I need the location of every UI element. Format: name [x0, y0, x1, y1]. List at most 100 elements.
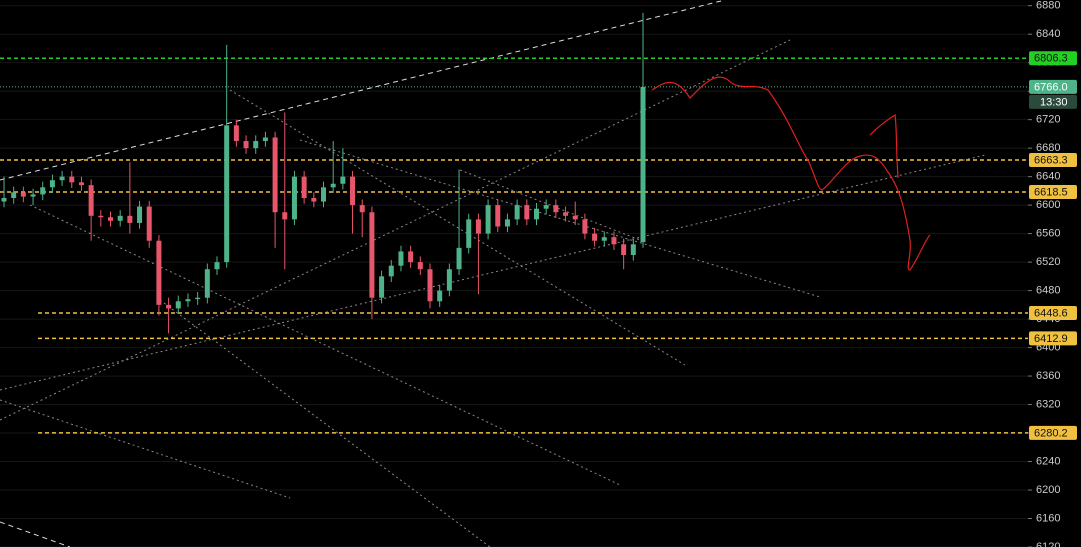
- candle-body: [224, 125, 230, 263]
- candle-body: [243, 141, 249, 149]
- price-level-label-box: [1029, 51, 1077, 66]
- candle-body: [233, 125, 239, 142]
- y-tick-label: 6360: [1036, 370, 1060, 382]
- candle-body: [621, 244, 627, 255]
- y-tick-label: 6560: [1036, 228, 1060, 240]
- countdown-box: [1029, 94, 1077, 109]
- candle-body: [640, 86, 646, 243]
- candle-body: [630, 244, 636, 255]
- y-tick-label: 6320: [1036, 398, 1060, 410]
- price-level-label: 6766.0: [1034, 81, 1068, 93]
- candle-body: [137, 206, 143, 223]
- candle-body: [98, 215, 104, 218]
- candle-body: [253, 141, 259, 149]
- candle-body: [69, 176, 75, 183]
- candle-body: [553, 205, 559, 213]
- candle-body: [592, 233, 598, 241]
- trend-line: [0, 521, 71, 547]
- candle-body: [214, 262, 220, 270]
- candle-body: [291, 176, 297, 220]
- candle-body: [466, 219, 472, 248]
- candle-body: [88, 185, 94, 216]
- candle-body: [495, 205, 501, 227]
- candle-body: [156, 240, 162, 305]
- price-level-label: 6412.9: [1034, 333, 1068, 345]
- trend-line: [29, 204, 621, 486]
- price-level-label-box: [1029, 331, 1077, 346]
- candle-body: [582, 219, 588, 234]
- candle-body: [601, 237, 607, 241]
- price-level-label: 6663.3: [1034, 154, 1068, 166]
- candle-body: [185, 299, 191, 302]
- y-tick-label: 6680: [1036, 142, 1060, 154]
- y-tick-label: 6480: [1036, 285, 1060, 297]
- candle-body: [127, 215, 133, 223]
- y-tick-label: 6160: [1036, 512, 1060, 524]
- candle-body: [49, 180, 55, 188]
- candle-body: [572, 215, 578, 220]
- price-level-label-box: [1029, 79, 1077, 94]
- candle-body: [166, 304, 172, 309]
- candle-body: [330, 183, 336, 188]
- candle-body: [311, 198, 317, 202]
- trend-line: [229, 89, 686, 366]
- candle-body: [369, 212, 375, 298]
- y-tick-label: 6720: [1036, 114, 1060, 126]
- candle-body: [321, 187, 326, 202]
- candle-body: [485, 205, 491, 234]
- y-tick-label: 6880: [1036, 0, 1060, 12]
- candle-body: [563, 212, 569, 216]
- candle-body: [611, 237, 617, 245]
- candle-body: [11, 192, 17, 199]
- y-tick-label: 6120: [1036, 541, 1060, 547]
- candle-body: [350, 176, 356, 206]
- candle-body: [427, 269, 433, 302]
- candle-body: [30, 194, 36, 197]
- candle-body: [359, 205, 365, 213]
- candle-body: [59, 176, 65, 181]
- y-tick-label: 6840: [1036, 28, 1060, 40]
- candle-body: [398, 251, 404, 266]
- candle-body: [108, 217, 113, 221]
- candle-body: [175, 301, 181, 309]
- candle-body: [475, 219, 481, 234]
- candle-body: [20, 192, 26, 197]
- candle-body: [437, 290, 443, 302]
- trend-line: [459, 169, 641, 241]
- y-tick-label: 6200: [1036, 484, 1060, 496]
- candle-body: [534, 208, 539, 220]
- price-level-label-box: [1029, 425, 1077, 440]
- price-level-label: 6280.2: [1034, 427, 1068, 439]
- countdown: 13:30: [1040, 96, 1068, 108]
- candle-body: [514, 205, 520, 220]
- candle-body: [1, 198, 7, 202]
- candle-body: [40, 187, 46, 195]
- candle-body: [272, 137, 278, 213]
- candles: [1, 12, 646, 334]
- candle-body: [204, 269, 210, 298]
- trend-line: [0, 0, 726, 181]
- candle-body: [379, 276, 385, 298]
- price-level-label-box: [1029, 184, 1077, 199]
- candle-body: [417, 262, 423, 270]
- trend-lines: [0, 0, 986, 547]
- candle-body: [388, 265, 394, 277]
- price-level-label: 6618.5: [1034, 186, 1068, 198]
- candle-body: [301, 176, 307, 199]
- price-level-label-box: [1029, 153, 1077, 168]
- candle-body: [340, 176, 346, 184]
- candle-body: [456, 247, 462, 270]
- candle-body: [117, 215, 123, 221]
- candle-body: [282, 212, 288, 220]
- price-level-label: 6806.3: [1034, 53, 1068, 65]
- price-level-label: 6448.6: [1034, 307, 1068, 319]
- candle-body: [524, 205, 530, 220]
- trend-line: [0, 399, 291, 499]
- price-level-label-box: [1029, 305, 1077, 320]
- trend-line: [0, 154, 986, 391]
- candle-body: [408, 251, 414, 263]
- y-tick-label: 6520: [1036, 256, 1060, 268]
- freehand-drawing: [651, 76, 931, 271]
